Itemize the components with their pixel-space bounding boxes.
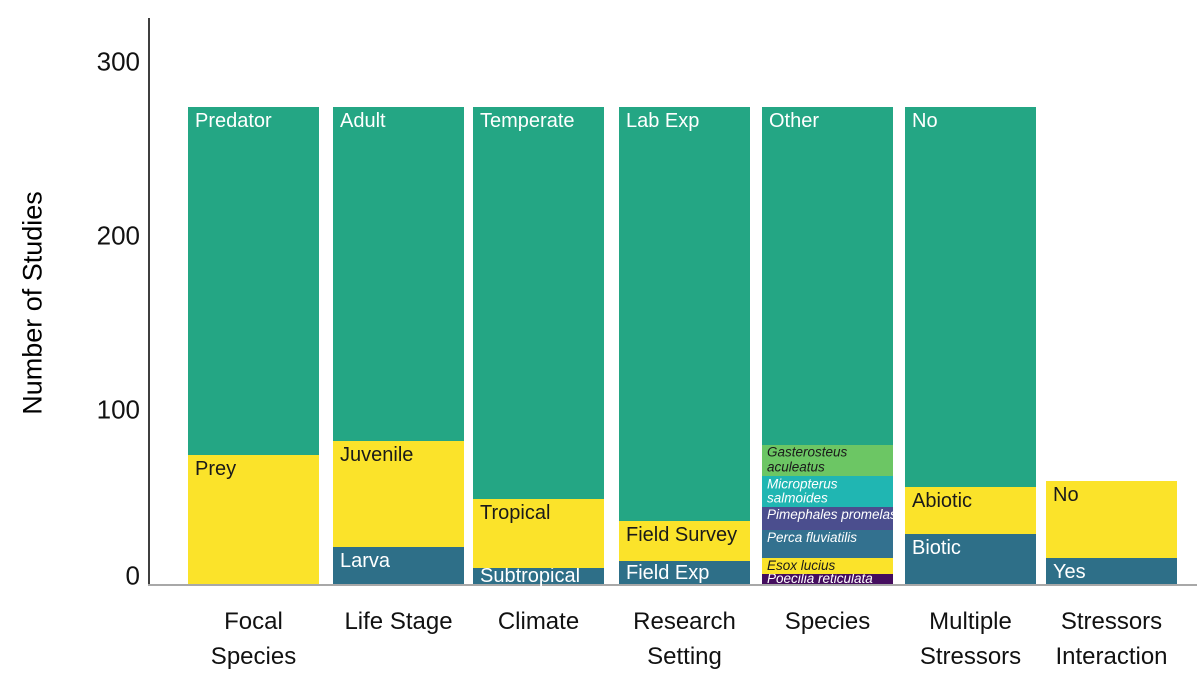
segment-research-setting-field-exp: Field Exp	[619, 561, 750, 584]
segment-focal-species-prey: Prey	[188, 455, 319, 584]
y-tick-label-100: 100	[96, 394, 140, 425]
x-axis-label-focal-species: Focal Species	[210, 608, 297, 670]
segment-multiple-stressors-abiotic: Abiotic	[905, 486, 1036, 534]
segment-research-setting-lab-exp: Lab Exp	[619, 107, 750, 522]
x-axis-label-species: Species	[784, 608, 871, 635]
segment-label-biotic: Biotic	[912, 536, 961, 559]
segment-label-tropical: Tropical	[480, 501, 551, 524]
segment-species-other: Other	[762, 107, 893, 445]
segment-species-perca-fluviatilis: Perca fluviatilis	[762, 530, 893, 558]
segment-multiple-stressors-no: No	[905, 107, 1036, 487]
segment-label-gasterosteus-aculeatus: Gasterosteus aculeatus	[767, 444, 848, 475]
segment-multiple-stressors-biotic: Biotic	[905, 533, 1036, 584]
segment-focal-species-predator: Predator	[188, 107, 319, 456]
segment-climate-subtropical: Subtropical	[473, 565, 604, 588]
y-tick-label-300: 300	[96, 46, 140, 77]
segment-label-prey: Prey	[195, 458, 237, 481]
x-axis-label-life-stage: Life Stage	[344, 608, 453, 635]
segment-label-micropterus-salmoides: Micropterus salmoides	[767, 476, 838, 506]
y-axis-title: Number of Studies	[17, 191, 48, 415]
x-axis-label-research-setting: Research Setting	[633, 608, 736, 670]
segment-label-predator: Predator	[195, 110, 272, 133]
segment-species-poecilia-reticulata: Poecilia reticulata	[762, 570, 893, 586]
segment-label-adult: Adult	[340, 110, 386, 133]
segment-species-gasterosteus-aculeatus: Gasterosteus aculeatus	[762, 444, 893, 477]
segment-climate-tropical: Tropical	[473, 498, 604, 569]
segment-label-no: No	[912, 110, 938, 133]
segment-life-stage-larva: Larva	[333, 547, 464, 584]
segment-label-poecilia-reticulata: Poecilia reticulata	[767, 570, 873, 586]
x-axis-line	[148, 584, 1197, 586]
segment-research-setting-field-survey: Field Survey	[619, 521, 750, 562]
segment-label-perca-fluviatilis: Perca fluviatilis	[767, 530, 858, 546]
segment-label-other: Other	[769, 110, 820, 133]
segment-label-larva: Larva	[340, 550, 391, 573]
segment-label-yes: Yes	[1053, 560, 1086, 583]
segment-label-pimephales-promelas: Pimephales promelas	[767, 507, 897, 523]
segment-label-subtropical: Subtropical	[480, 565, 581, 588]
segment-life-stage-adult: Adult	[333, 107, 464, 442]
segment-label-lab-exp: Lab Exp	[626, 110, 700, 133]
segment-label-no: No	[1053, 484, 1079, 507]
segment-species-esox-lucius: Esox lucius	[762, 557, 893, 574]
y-tick-label-200: 200	[96, 220, 140, 251]
segment-label-field-survey: Field Survey	[626, 524, 738, 547]
y-axis-line	[148, 18, 150, 585]
segment-label-juvenile: Juvenile	[340, 444, 414, 467]
y-tick-label-0: 0	[125, 560, 140, 591]
segment-species-pimephales-promelas: Pimephales promelas	[762, 507, 897, 531]
x-axis-label-stressors-interaction: Stressors Interaction	[1055, 608, 1168, 670]
segment-life-stage-juvenile: Juvenile	[333, 441, 464, 548]
x-axis-label-climate: Climate	[497, 608, 580, 635]
segment-stressors-interaction-yes: Yes	[1046, 557, 1177, 584]
segment-stressors-interaction-no: No	[1046, 481, 1177, 558]
segment-label-esox-lucius: Esox lucius	[767, 557, 836, 573]
x-axis-label-multiple-stressors: Multiple Stressors	[919, 608, 1022, 670]
segment-label-temperate: Temperate	[480, 110, 575, 133]
segment-label-field-exp: Field Exp	[626, 561, 710, 584]
segment-label-abiotic: Abiotic	[912, 489, 973, 512]
segment-climate-temperate: Temperate	[473, 107, 604, 499]
segment-species-micropterus-salmoides: Micropterus salmoides	[762, 476, 893, 508]
